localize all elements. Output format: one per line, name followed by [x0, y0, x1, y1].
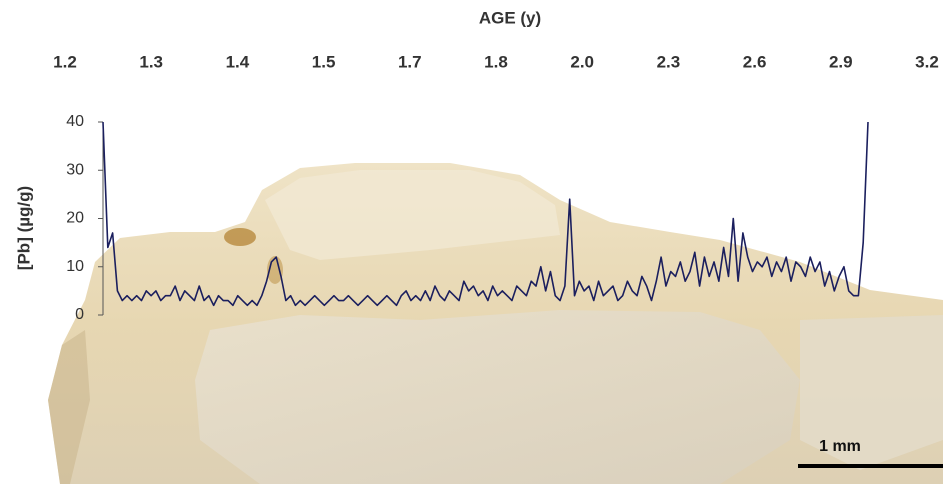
x-tick-label: 2.6	[743, 52, 767, 71]
y-tick-label: 40	[66, 113, 84, 130]
x-axis-title: AGE (y)	[479, 8, 541, 27]
scale-label: 1 mm	[819, 438, 861, 455]
x-tick-label: 2.3	[657, 52, 681, 71]
x-tick-label: 1.5	[312, 52, 336, 71]
x-tick-label: 1.2	[53, 52, 77, 71]
x-tick-label: 2.0	[570, 52, 594, 71]
x-tick-label: 1.7	[398, 52, 422, 71]
specimen-photo	[48, 163, 943, 484]
y-tick-label: 20	[66, 210, 84, 227]
y-tick-label: 0	[75, 306, 84, 323]
x-tick-label: 1.8	[484, 52, 508, 71]
y-axis-title: [Pb] (µg/g)	[14, 186, 33, 270]
x-tick-label: 3.2	[915, 52, 939, 71]
y-tick-label: 10	[66, 258, 84, 275]
x-tick-label: 1.4	[226, 52, 250, 71]
y-tick-label: 30	[66, 161, 84, 178]
x-tick-label: 2.9	[829, 52, 853, 71]
x-tick-label: 1.3	[139, 52, 163, 71]
data-line	[102, 121, 869, 307]
